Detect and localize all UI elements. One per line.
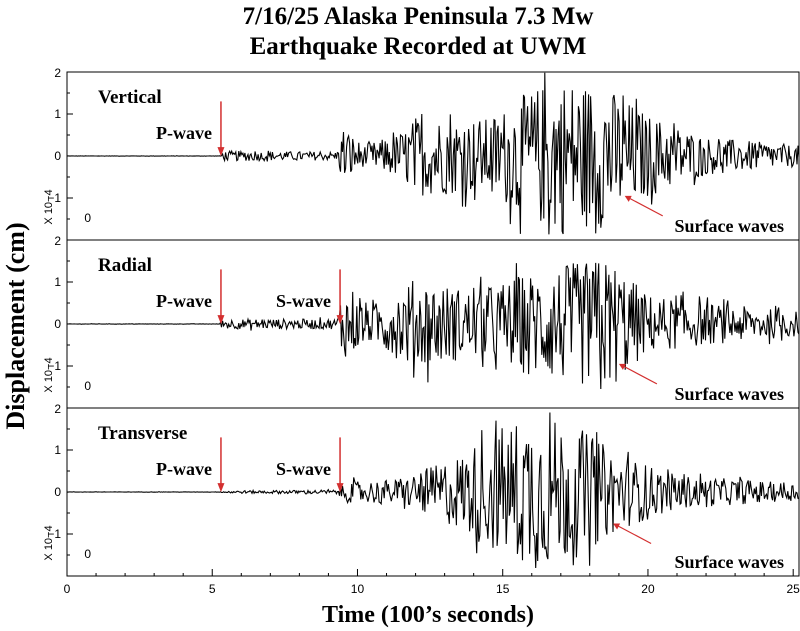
phase-label: P-wave <box>156 291 212 311</box>
y-tick-label: 1 <box>54 107 61 121</box>
y-scale-label: X 10−4 <box>43 189 55 224</box>
surface-wave-arrowhead <box>618 363 626 370</box>
y-tick-label: 2 <box>54 66 61 80</box>
y-tick-label: 1 <box>54 275 61 289</box>
waveform-trace <box>67 72 800 235</box>
panel-label: Vertical <box>98 87 162 108</box>
surface-wave-arrowhead <box>624 195 632 202</box>
phase-marker-arrowhead <box>336 315 344 325</box>
x-axis-label: Time (100’s seconds) <box>322 602 534 628</box>
scale-zero-label: 0 <box>84 211 91 225</box>
surface-wave-label: Surface waves <box>675 216 784 236</box>
waveform-trace <box>66 262 800 390</box>
surface-wave-arrow <box>616 524 652 545</box>
panel-label: Transverse <box>98 423 187 444</box>
panel-transverse: 2 1 0 −1X 10−4 0 Transverse P-wave S-wave Surfac… <box>43 402 800 577</box>
y-tick-label: 2 <box>54 234 61 248</box>
phase-marker-arrowhead <box>217 147 225 157</box>
phase-label: P-wave <box>156 459 212 479</box>
panel-vertical: 2 1 0 −1X 10−4 0 Vertical P-wave Surface waves <box>43 66 800 241</box>
surface-wave-arrow <box>622 365 658 385</box>
y-scale-label: X 10−4 <box>43 357 55 392</box>
surface-wave-label: Surface waves <box>675 552 784 572</box>
y-tick-label: 0 <box>54 149 61 163</box>
y-scale-label: X 10−4 <box>43 525 55 560</box>
x-tick-label: 15 <box>496 582 510 596</box>
phase-label: S-wave <box>276 291 331 311</box>
scale-zero-label: 0 <box>84 379 91 393</box>
chart-title-line-2: Earthquake Recorded at UWM <box>250 33 587 60</box>
y-tick-label: −1 <box>47 359 61 373</box>
x-tick-label: 10 <box>351 582 365 596</box>
y-tick-label: 0 <box>54 317 61 331</box>
x-tick-label: 0 <box>64 582 71 596</box>
waveform-trace <box>66 412 800 569</box>
phase-label: P-wave <box>156 123 212 143</box>
panel-label: Radial <box>98 255 152 276</box>
y-tick-label: 1 <box>54 443 61 457</box>
y-tick-label: 0 <box>54 485 61 499</box>
phase-marker-arrowhead <box>217 483 225 493</box>
phase-label: S-wave <box>276 459 331 479</box>
surface-wave-arrowhead <box>613 523 621 530</box>
y-tick-label: −1 <box>47 191 61 205</box>
x-tick-label: 5 <box>209 582 216 596</box>
x-tick-label: 25 <box>787 582 800 596</box>
phase-marker-arrowhead <box>217 315 225 325</box>
y-tick-label: −1 <box>47 527 61 541</box>
x-tick-label: 20 <box>641 582 655 596</box>
scale-zero-label: 0 <box>84 547 91 561</box>
x-axis-ticks: 0 5 10 15 20 25 <box>64 569 800 596</box>
surface-wave-arrow <box>628 197 663 217</box>
chart-title-line-1: 7/16/25 Alaska Peninsula 7.3 Mw <box>243 3 594 30</box>
y-axis-label: Displacement (cm) <box>1 222 30 429</box>
phase-marker-arrowhead <box>336 483 344 493</box>
y-tick-label: 2 <box>54 402 61 416</box>
surface-wave-label: Surface waves <box>675 384 784 404</box>
